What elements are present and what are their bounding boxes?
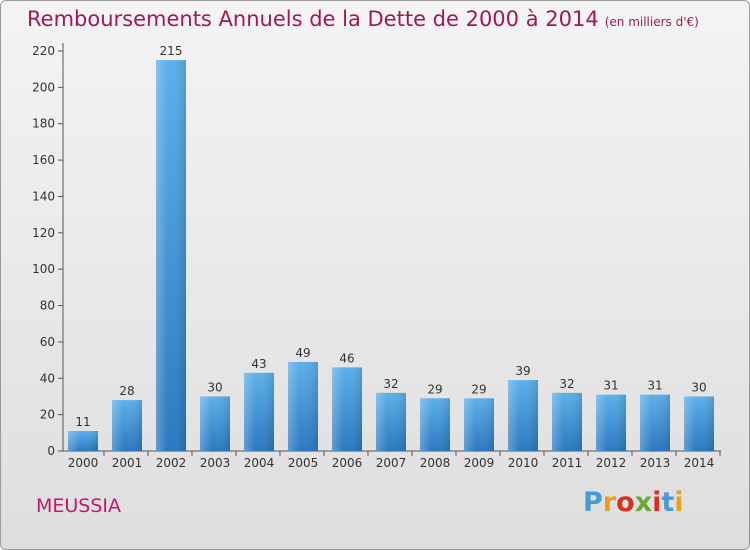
x-tick-label: 2009 (464, 456, 495, 470)
bar-shade-2003 (200, 396, 230, 451)
y-tick-label: 120 (32, 226, 55, 240)
value-label: 43 (251, 357, 266, 371)
y-tick-label: 100 (32, 262, 55, 276)
y-tick-label: 140 (32, 189, 55, 203)
x-tick-label: 2011 (552, 456, 583, 470)
bar-shade-2012 (596, 394, 626, 451)
bar-shade-2009 (464, 398, 494, 451)
y-tick-label: 160 (32, 153, 55, 167)
bar-shade-2010 (508, 380, 538, 451)
bar-shade-2002 (156, 60, 186, 451)
bar-shade-2013 (640, 394, 670, 451)
bar-shade-2011 (552, 392, 582, 451)
value-label: 29 (427, 382, 442, 396)
x-tick-label: 2006 (332, 456, 363, 470)
y-tick-label: 60 (40, 335, 55, 349)
bar-shade-2004 (244, 372, 274, 451)
chart-title: Remboursements Annuels de la Dette de 20… (27, 7, 699, 31)
value-label: 30 (691, 380, 706, 394)
y-tick-label: 200 (32, 80, 55, 94)
y-tick-label: 20 (40, 408, 55, 422)
logo-letter: i (674, 487, 684, 518)
x-tick-label: 2000 (68, 456, 99, 470)
logo-letter: r (602, 487, 617, 518)
bar-shade-2000 (68, 431, 98, 451)
x-tick-label: 2005 (288, 456, 319, 470)
x-tick-label: 2007 (376, 456, 407, 470)
logo-letter: P (583, 487, 603, 518)
logo-letter: x (634, 487, 653, 518)
value-label: 39 (515, 364, 530, 378)
x-tick-label: 2003 (200, 456, 231, 470)
x-tick-label: 2012 (596, 456, 627, 470)
value-label: 31 (603, 379, 618, 393)
bar-shade-2001 (112, 400, 142, 451)
bar-shade-2006 (332, 367, 362, 451)
x-tick-label: 2004 (244, 456, 275, 470)
value-label: 215 (160, 44, 183, 58)
value-label: 32 (383, 377, 398, 391)
value-label: 49 (295, 346, 310, 360)
value-label: 46 (339, 351, 354, 365)
x-tick-label: 2013 (640, 456, 671, 470)
logo-letter: o (616, 487, 635, 518)
proxiti-logo: Proxiti (583, 487, 684, 518)
y-tick-label: 80 (40, 299, 55, 313)
x-tick-label: 2010 (508, 456, 539, 470)
unit-label: (en milliers d'€) (604, 15, 699, 29)
x-tick-label: 2008 (420, 456, 451, 470)
value-label: 30 (207, 380, 222, 394)
bar-shade-2008 (420, 398, 450, 451)
y-tick-label: 220 (32, 44, 55, 58)
x-tick-label: 2001 (112, 456, 143, 470)
value-label: 28 (119, 384, 134, 398)
y-tick-label: 180 (32, 117, 55, 131)
logo-letter: t (661, 487, 675, 518)
value-label: 31 (647, 379, 662, 393)
bar-shade-2014 (684, 396, 714, 451)
logo-letter: i (652, 487, 662, 518)
y-tick-label: 0 (47, 444, 55, 458)
value-label: 29 (471, 382, 486, 396)
commune-name: MEUSSIA (36, 495, 122, 517)
value-label: 32 (559, 377, 574, 391)
x-tick-label: 2002 (156, 456, 187, 470)
bar-shade-2007 (376, 392, 406, 451)
value-label: 11 (75, 415, 90, 429)
x-tick-label: 2014 (684, 456, 715, 470)
bar-shade-2005 (288, 361, 318, 451)
y-tick-label: 40 (40, 371, 55, 385)
